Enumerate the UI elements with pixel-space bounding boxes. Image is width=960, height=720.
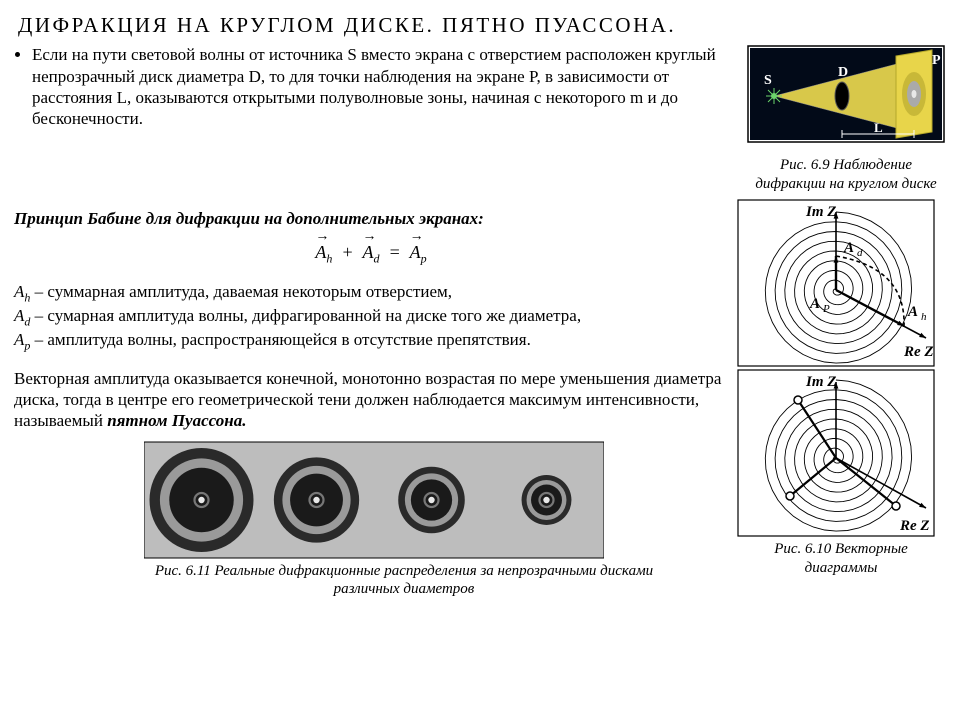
- svg-text:A: A: [907, 304, 918, 320]
- svg-text:Im Z: Im Z: [805, 374, 836, 390]
- page-title: ДИФРАКЦИЯ НА КРУГЛОМ ДИСКЕ. ПЯТНО ПУАССО…: [18, 12, 946, 38]
- intro-paragraph: Если на пути световой волны от источника…: [14, 44, 746, 194]
- svg-text:A: A: [809, 296, 820, 312]
- svg-text:Re Z: Re Z: [899, 518, 930, 534]
- label-L: L: [874, 120, 883, 135]
- fig611-caption: Рис. 6.11 Реальные дифракционные распред…: [144, 562, 664, 600]
- svg-text:A: A: [843, 240, 854, 256]
- babinet-heading: Принцип Бабине для дифракции на дополнит…: [14, 208, 728, 229]
- figure-6-9: S D P L Рис. 6.9 Наблюдение дифракции на…: [746, 44, 946, 194]
- svg-text:h: h: [921, 311, 927, 323]
- figure-6-11: Рис. 6.11 Реальные дифракционные распред…: [144, 440, 664, 600]
- equation: Ah + Ad = Ap: [14, 241, 728, 267]
- intro-text: Если на пути световой волны от источника…: [32, 44, 736, 129]
- fig69-caption: Рис. 6.9 Наблюдение дифракции на круглом…: [746, 156, 946, 194]
- definitions: Ah – суммарная амплитуда, даваемая некот…: [14, 281, 728, 354]
- label-S: S: [764, 73, 772, 88]
- label-P: P: [932, 53, 941, 68]
- fig610-caption: Рис. 6.10 Векторные диаграммы: [736, 540, 946, 578]
- figure-6-10: Im ZRe ZAdAhAPIm ZRe Z Рис. 6.10 Векторн…: [736, 198, 946, 599]
- svg-text:Re Z: Re Z: [903, 344, 934, 360]
- poisson-paragraph: Векторная амплитуда оказывается конечной…: [14, 368, 728, 432]
- label-D: D: [838, 65, 848, 80]
- svg-text:P: P: [822, 303, 830, 315]
- svg-text:Im Z: Im Z: [805, 204, 836, 220]
- svg-text:d: d: [857, 247, 863, 259]
